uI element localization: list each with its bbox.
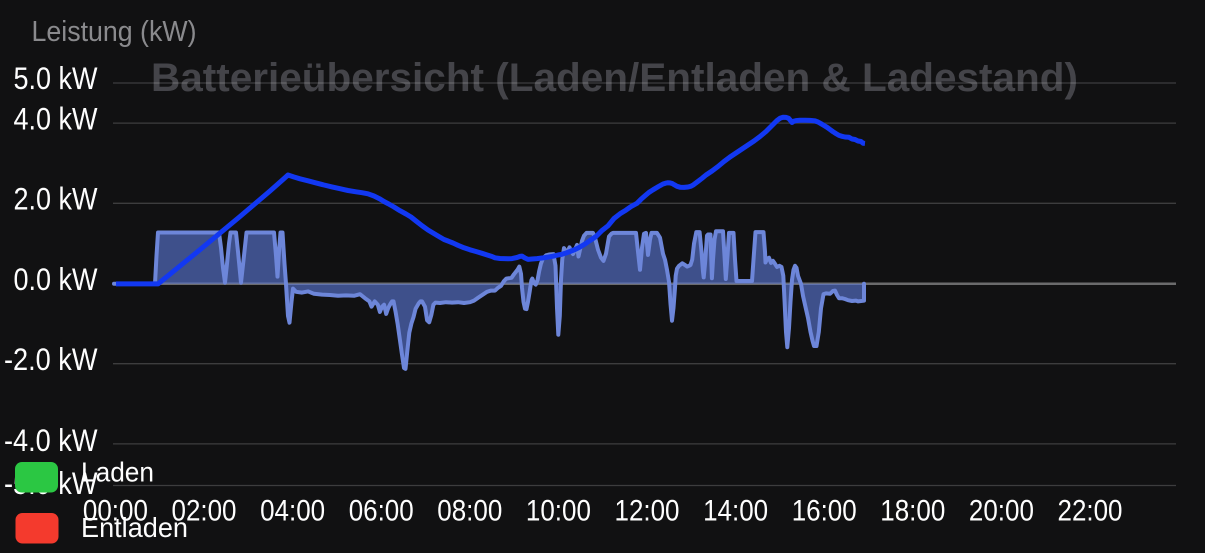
svg-text:14:00: 14:00 [703,495,768,528]
svg-text:02:00: 02:00 [172,495,237,528]
svg-text:12:00: 12:00 [615,495,680,528]
svg-text:00:00: 00:00 [83,495,148,528]
svg-text:-4.0 kW: -4.0 kW [4,422,98,458]
svg-text:18:00: 18:00 [880,495,945,528]
svg-text:0.0 kW: 0.0 kW [14,261,98,297]
svg-text:10:00: 10:00 [526,495,591,528]
svg-text:22:00: 22:00 [1058,495,1123,528]
svg-text:5.0 kW: 5.0 kW [14,60,98,96]
svg-text:16:00: 16:00 [792,495,857,528]
svg-text:Leistung (kW): Leistung (kW) [32,16,197,48]
svg-text:Batterieübersicht (Laden/Entla: Batterieübersicht (Laden/Entladen & Lade… [151,56,1078,100]
svg-text:Laden: Laden [81,457,154,488]
svg-text:4.0 kW: 4.0 kW [14,100,98,136]
svg-text:20:00: 20:00 [969,495,1034,528]
svg-text:Entladen: Entladen [81,512,188,543]
svg-text:08:00: 08:00 [437,495,502,528]
svg-text:06:00: 06:00 [349,495,414,528]
svg-text:04:00: 04:00 [260,495,325,528]
svg-text:2.0 kW: 2.0 kW [14,181,98,217]
svg-text:-2.0 kW: -2.0 kW [4,341,98,377]
